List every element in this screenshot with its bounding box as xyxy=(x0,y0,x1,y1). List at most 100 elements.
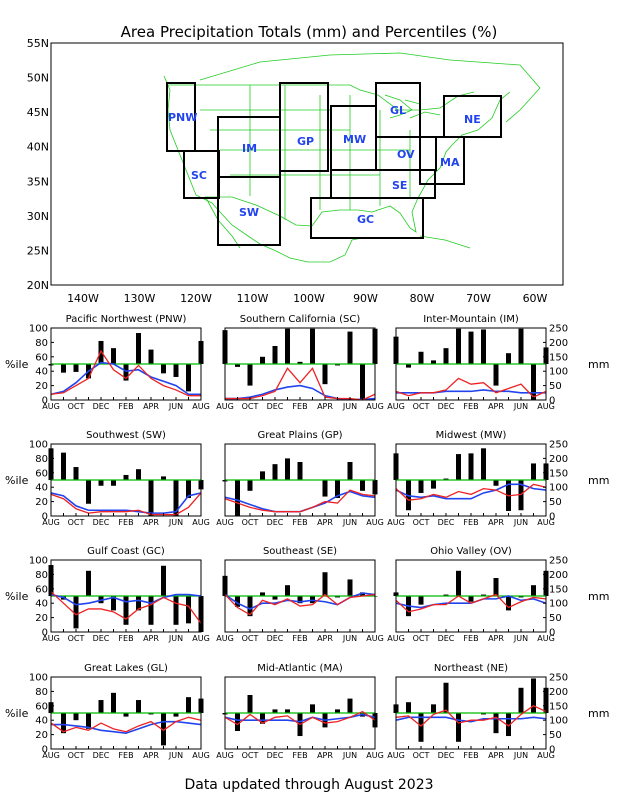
bar-percentile-may xyxy=(335,480,340,498)
x-tick-label: OCT xyxy=(413,402,430,411)
bar-percentile-jan xyxy=(456,713,461,742)
x-tick-label: APR xyxy=(317,518,333,527)
box-gc xyxy=(310,197,424,239)
x-tick-label: APR xyxy=(317,402,333,411)
bar-percentile-may xyxy=(335,596,340,598)
x-tick-label: OCT xyxy=(413,518,430,527)
x-tick-label: AUG xyxy=(537,751,555,760)
bar-percentile-apr xyxy=(148,596,154,625)
observed-precip-line xyxy=(50,349,201,397)
panel-great-lakes-gl: Great Lakes (GL)AUG OCT DEC FEB APR JUN AUG020… xyxy=(5,663,210,760)
mexico-border xyxy=(205,196,313,227)
bar-percentile-oct xyxy=(247,596,253,617)
bar-percentile-sep xyxy=(61,452,66,480)
x-tick-label: FEB xyxy=(463,751,478,760)
y-tick-label-left: 20 xyxy=(35,381,48,392)
bar-percentile-nov xyxy=(260,356,265,364)
bar-percentile-nov xyxy=(260,471,265,480)
bar-percentile-dec xyxy=(98,480,104,486)
bar-percentile-oct xyxy=(73,713,79,721)
region-label-ov: OV xyxy=(397,148,415,161)
y-tick-label-right: 250 xyxy=(549,324,568,335)
y-tick-label-right: 200 xyxy=(549,570,568,581)
y-axis-label-right: mm xyxy=(588,707,609,720)
bar-percentile-jun xyxy=(518,596,524,598)
bar-percentile-jul xyxy=(531,678,536,713)
x-tick-label: APR xyxy=(488,634,504,643)
x-tick-label: AUG xyxy=(42,402,60,411)
bar-percentile-apr xyxy=(493,480,499,486)
y-tick-label-right: 150 xyxy=(549,468,568,479)
y-tick-label-left: 100 xyxy=(29,440,48,451)
x-tick-label: OCT xyxy=(413,634,430,643)
bar-percentile-mar xyxy=(481,448,486,480)
bar-percentile-jan xyxy=(285,328,290,364)
bar-percentile-nov xyxy=(86,480,91,504)
region-label-gp: GP xyxy=(297,135,314,148)
x-tick-label: DEC xyxy=(438,634,455,643)
x-tick-label: JUN xyxy=(513,751,528,760)
x-tick-label: DEC xyxy=(93,634,110,643)
bar-percentile-feb xyxy=(297,361,303,364)
x-tick-label: AUG xyxy=(366,751,384,760)
region-panels: Pacific Northwest (PNW) AUG OCT DEC FEB APR JU… xyxy=(5,314,609,760)
y-tick-label-right: 0 xyxy=(549,512,555,523)
x-tick-label: AUG xyxy=(42,751,60,760)
bar-percentile-mar xyxy=(136,700,141,713)
y-tick-label-right: 100 xyxy=(549,599,568,610)
x-tick-label: APR xyxy=(143,751,159,760)
x-tick-label: AUG xyxy=(42,518,60,527)
x-tick-label: JUN xyxy=(168,518,183,527)
y-tick-label-right: 200 xyxy=(549,687,568,698)
x-tick-label: DEC xyxy=(93,751,110,760)
x-tick-label: OCT xyxy=(68,518,85,527)
bar-percentile-jan xyxy=(111,692,116,713)
y-tick-label-left: 60 xyxy=(35,352,48,363)
x-tick-label: DEC xyxy=(93,518,110,527)
bar-percentile-jan xyxy=(285,458,290,480)
y-tick-label-right: 200 xyxy=(549,338,568,349)
bar-percentile-dec xyxy=(443,348,449,364)
lon-label: 70W xyxy=(466,292,491,305)
bar-percentile-feb xyxy=(468,331,474,364)
normal-precip-line xyxy=(50,361,201,396)
y-tick-label-right: 150 xyxy=(549,701,568,712)
panel-southeast-se: Southeast (SE) AUG OCT DEC FEB APR JUN AUG xyxy=(216,546,384,643)
y-tick-label-left: 0 xyxy=(42,745,48,756)
bar-percentile-dec xyxy=(443,682,449,713)
panel-pacific-northwest-pnw: Pacific Northwest (PNW) AUG OCT DEC FEB APR JU… xyxy=(5,314,210,411)
bar-percentile-jun xyxy=(347,698,353,713)
lat-label: 40N xyxy=(27,141,49,154)
panel-title: Midwest (MW) xyxy=(436,430,507,441)
y-tick-label-right: 100 xyxy=(549,367,568,378)
y-tick-label-right: 250 xyxy=(549,556,568,567)
y-tick-label-left: 40 xyxy=(35,483,48,494)
observed-precip-line xyxy=(395,705,547,727)
lat-label: 25N xyxy=(27,244,49,257)
x-tick-label: DEC xyxy=(267,518,284,527)
x-tick-label: FEB xyxy=(292,634,307,643)
bar-percentile-sep xyxy=(235,364,240,367)
observed-precip-line xyxy=(395,377,547,398)
y-tick-label-right: 50 xyxy=(549,613,562,624)
bar-percentile-sep xyxy=(235,713,240,731)
y-tick-label-right: 100 xyxy=(549,716,568,727)
y-axis-label-left: %ile xyxy=(5,590,29,603)
y-tick-label-left: 20 xyxy=(35,613,48,624)
bar-percentile-dec xyxy=(272,596,278,600)
y-tick-label-right: 50 xyxy=(549,730,562,741)
y-tick-label-right: 150 xyxy=(549,352,568,363)
lon-label: 140W xyxy=(67,292,99,305)
bar-percentile-jul xyxy=(360,364,365,400)
y-tick-label-left: 20 xyxy=(35,497,48,508)
panel-northeast-ne: Northeast (NE)AUG OCT DEC FEB APR JUN AUG05010… xyxy=(387,663,609,760)
bar-percentile-jun xyxy=(173,596,179,625)
lat-label: 30N xyxy=(27,210,49,223)
panel-title: Mid-Atlantic (MA) xyxy=(257,663,343,674)
bar-percentile-dec xyxy=(443,594,449,596)
y-axis-label-left: %ile xyxy=(5,707,29,720)
y-tick-label-left: 80 xyxy=(35,338,48,349)
y-tick-label-left: 100 xyxy=(29,324,48,335)
y-tick-label-left: 40 xyxy=(35,367,48,378)
x-tick-label: APR xyxy=(143,518,159,527)
